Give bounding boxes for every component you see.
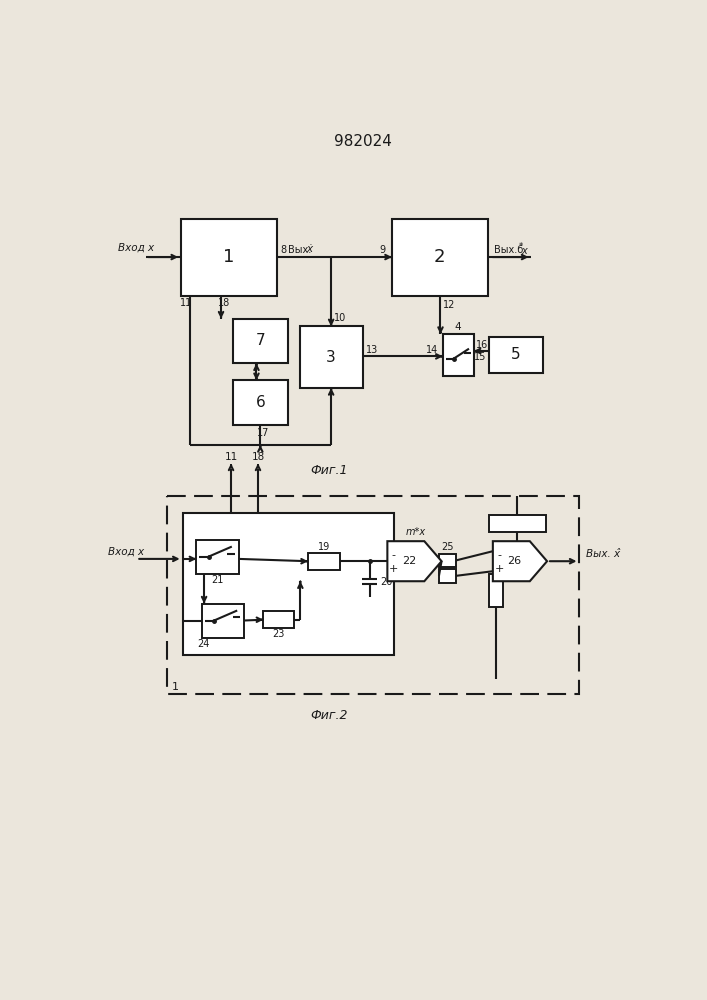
- Bar: [439, 569, 456, 583]
- Text: 982024: 982024: [334, 134, 392, 149]
- Bar: [181, 219, 277, 296]
- Text: 21: 21: [211, 575, 223, 585]
- Text: 23: 23: [273, 629, 285, 639]
- Text: 13: 13: [366, 345, 378, 355]
- Text: Вых.: Вых.: [288, 245, 311, 255]
- Text: 15: 15: [474, 352, 486, 362]
- Text: Вход x: Вход x: [118, 243, 154, 253]
- Text: 22: 22: [402, 556, 416, 566]
- Text: 24: 24: [197, 639, 209, 649]
- Text: 18: 18: [218, 298, 230, 308]
- Text: 12: 12: [443, 300, 455, 310]
- Text: -: -: [497, 550, 501, 560]
- Text: 25: 25: [441, 542, 454, 552]
- Text: 17: 17: [257, 428, 269, 438]
- Text: 11: 11: [180, 298, 192, 308]
- Bar: [392, 219, 489, 296]
- Bar: [439, 554, 456, 567]
- Text: 6: 6: [255, 395, 265, 410]
- Text: 1: 1: [171, 682, 178, 692]
- Text: 8: 8: [281, 245, 286, 255]
- Bar: [308, 553, 340, 570]
- Polygon shape: [387, 541, 442, 581]
- Bar: [197, 540, 239, 574]
- Text: Фиг.2: Фиг.2: [310, 709, 348, 722]
- Text: 20: 20: [380, 577, 393, 587]
- Text: 4: 4: [455, 322, 462, 332]
- Text: 1: 1: [223, 248, 235, 266]
- Bar: [489, 574, 503, 607]
- Text: Вых.б: Вых.б: [494, 245, 524, 255]
- Text: m*x: m*x: [406, 527, 426, 537]
- Bar: [300, 326, 363, 388]
- Bar: [182, 513, 395, 655]
- Bar: [201, 604, 244, 638]
- Text: 26: 26: [508, 556, 522, 566]
- Text: *: *: [519, 242, 523, 251]
- Bar: [233, 319, 288, 363]
- Bar: [233, 380, 288, 425]
- Text: +: +: [389, 564, 398, 574]
- Bar: [489, 515, 546, 532]
- Bar: [167, 496, 579, 694]
- Text: 10: 10: [334, 313, 346, 323]
- Text: +: +: [494, 564, 503, 574]
- Text: 5: 5: [511, 347, 521, 362]
- Text: 9: 9: [380, 245, 386, 255]
- Bar: [443, 334, 474, 376]
- Text: 3: 3: [326, 350, 336, 365]
- Text: 2: 2: [434, 248, 445, 266]
- Text: Фиг.1: Фиг.1: [310, 464, 348, 477]
- Text: Вых. x̂: Вых. x̂: [585, 549, 619, 559]
- Text: 16: 16: [476, 340, 488, 350]
- Text: -: -: [392, 550, 395, 560]
- Text: 7: 7: [255, 333, 265, 348]
- Text: 14: 14: [426, 345, 438, 355]
- Text: 19: 19: [318, 542, 330, 552]
- Text: Вход x: Вход x: [108, 546, 144, 556]
- Bar: [264, 611, 294, 628]
- Polygon shape: [493, 541, 547, 581]
- Text: ẋ: ẋ: [307, 244, 312, 254]
- Bar: [489, 337, 543, 373]
- Text: x: x: [521, 246, 527, 256]
- Text: 18: 18: [252, 452, 264, 462]
- Text: 11: 11: [224, 452, 238, 462]
